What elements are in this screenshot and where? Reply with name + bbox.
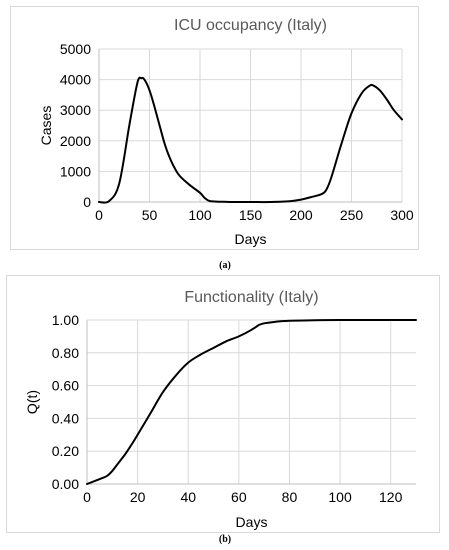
icu-x-tick-label: 200 bbox=[289, 207, 313, 223]
icu-y-tick-label: 0 bbox=[83, 194, 91, 210]
icu-y-tick-label: 3000 bbox=[60, 102, 91, 118]
icu-y-tick-label: 1000 bbox=[60, 163, 91, 179]
icu-x-tick-label: 250 bbox=[340, 207, 364, 223]
chart-panel-icu: ICU occupancy (Italy) 0 50 100 150 200 250 300 0… bbox=[10, 6, 419, 250]
functionality-x-tick-label: 100 bbox=[328, 489, 352, 505]
icu-x-tick-label: 300 bbox=[390, 207, 414, 223]
functionality-y-tick-label: 0.60 bbox=[52, 378, 79, 394]
chart-icu-occupancy: ICU occupancy (Italy)0 50 100 150 200 250 3000… bbox=[38, 17, 414, 247]
functionality-y-tick-label: 0.80 bbox=[52, 345, 79, 361]
icu-x-tick-label: 100 bbox=[188, 207, 212, 223]
functionality-x-tick-label: 60 bbox=[231, 489, 247, 505]
caption-a: (a) bbox=[219, 260, 231, 271]
chart-functionality: Functionality (Italy) 0 20 40 60 80 100 120 0.00… bbox=[24, 289, 417, 530]
icu-y-axis-label: Cases bbox=[38, 106, 54, 146]
functionality-x-tick-label: 120 bbox=[379, 489, 403, 505]
functionality-y-tick-label: 0.20 bbox=[52, 443, 79, 459]
icu-y-tick-label: 4000 bbox=[60, 72, 91, 88]
functionality-y-tick-label: 0.00 bbox=[52, 476, 79, 492]
functionality-x-tick-label: 80 bbox=[282, 489, 298, 505]
icu-x-axis-label: Days bbox=[235, 231, 267, 247]
functionality-x-tick-label: 0 bbox=[83, 489, 91, 505]
functionality-title: Functionality (Italy) bbox=[184, 289, 318, 306]
functionality-x-tick-label: 20 bbox=[130, 489, 146, 505]
functionality-series-line bbox=[86, 319, 417, 485]
functionality-y-axis-label: Q(t) bbox=[24, 390, 40, 414]
icu-x-tick-label: 150 bbox=[239, 207, 263, 223]
icu-y-tick-label: 5000 bbox=[60, 41, 91, 57]
icu-x-tick-label: 50 bbox=[142, 207, 158, 223]
functionality-y-tick-label: 0.40 bbox=[52, 410, 79, 426]
icu-series-line bbox=[98, 76, 403, 204]
caption-b: (b) bbox=[218, 534, 232, 545]
chart-panel-functionality: Functionality (Italy) 0 20 40 60 80 100 120 0.00… bbox=[6, 275, 440, 533]
functionality-y-tick-label: 1.00 bbox=[52, 312, 79, 328]
icu-y-tick-label: 2000 bbox=[60, 133, 91, 149]
functionality-x-axis-label: Days bbox=[236, 514, 268, 530]
icu-title: ICU occupancy (Italy) bbox=[174, 17, 327, 34]
functionality-x-tick-label: 40 bbox=[180, 489, 196, 505]
icu-x-tick-label: 0 bbox=[95, 207, 103, 223]
